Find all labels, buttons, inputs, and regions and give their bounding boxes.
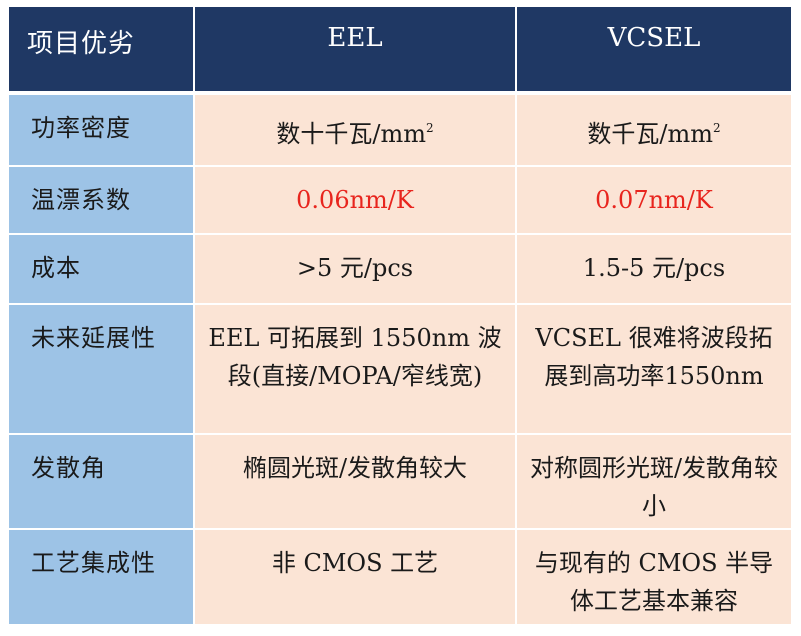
vcsel-cell: VCSEL 很难将波段拓展到高功率1550nm [517,305,791,435]
vcsel-cell: 数千瓦/mm2 [517,95,791,167]
eel-cell: 椭圆光斑/发散角较大 [195,435,515,530]
vcsel-cell: 0.07nm/K [517,167,791,235]
row-extensibility: 未来延展性 EEL 可拓展到 1550nm 波段(直接/MOPA/窄线宽) VC… [9,305,791,435]
eel-cell: 非 CMOS 工艺 [195,530,515,626]
eel-cell: 0.06nm/K [195,167,515,235]
vcsel-value: 数千瓦/mm [587,120,713,148]
eel-cell: EEL 可拓展到 1550nm 波段(直接/MOPA/窄线宽) [195,305,515,435]
header-row: 项目优劣 EEL VCSEL [9,7,791,95]
row-temp-drift: 温漂系数 0.06nm/K 0.07nm/K [9,167,791,235]
row-power-density: 功率密度 数十千瓦/mm2 数千瓦/mm2 [9,95,791,167]
row-process-integration: 工艺集成性 非 CMOS 工艺 与现有的 CMOS 半导体工艺基本兼容 [9,530,791,626]
eel-cell: 数十千瓦/mm2 [195,95,515,167]
row-label: 成本 [9,235,193,305]
row-label: 工艺集成性 [9,530,193,626]
vcsel-cell: 对称圆形光斑/发散角较小 [517,435,791,530]
header-vcsel: VCSEL [517,7,791,95]
vcsel-cell: 1.5-5 元/pcs [517,235,791,305]
header-item: 项目优劣 [9,7,193,95]
eel-superscript: 2 [425,121,434,135]
eel-cell: >5 元/pcs [195,235,515,305]
row-label: 发散角 [9,435,193,530]
eel-value: 数十千瓦/mm [276,120,426,148]
row-label: 温漂系数 [9,167,193,235]
row-divergence: 发散角 椭圆光斑/发散角较大 对称圆形光斑/发散角较小 [9,435,791,530]
vcsel-superscript: 2 [712,121,721,135]
header-eel: EEL [195,7,515,95]
comparison-table: 项目优劣 EEL VCSEL 功率密度 数十千瓦/mm2 数千瓦/mm2 温漂系… [7,7,793,626]
vcsel-cell: 与现有的 CMOS 半导体工艺基本兼容 [517,530,791,626]
row-label: 功率密度 [9,95,193,167]
row-label: 未来延展性 [9,305,193,435]
row-cost: 成本 >5 元/pcs 1.5-5 元/pcs [9,235,791,305]
